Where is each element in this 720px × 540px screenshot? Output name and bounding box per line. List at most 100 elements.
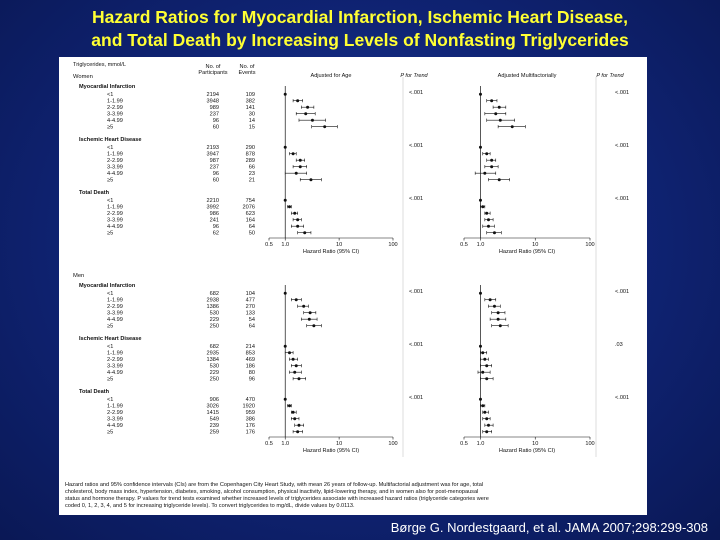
hazard-ratio-point <box>296 430 300 434</box>
hazard-ratio-point <box>481 404 485 408</box>
events-value: 477 <box>246 298 255 304</box>
hazard-ratio-point <box>485 152 489 156</box>
participants-value: 241 <box>210 218 219 224</box>
category-label: 2-2.99 <box>107 211 123 217</box>
x-tick-label: 1.0 <box>477 242 485 248</box>
events-value: 959 <box>246 410 255 416</box>
x-tick-label: 0.5 <box>460 242 468 248</box>
events-value: 64 <box>249 324 255 330</box>
participants-value: 96 <box>213 171 219 177</box>
events-value: 109 <box>246 92 255 98</box>
outcome-label: Total Death <box>79 389 110 395</box>
participants-value: 229 <box>210 370 219 376</box>
x-tick-label: 100 <box>388 441 397 447</box>
x-tick-label: 1.0 <box>477 441 485 447</box>
sex-label: Women <box>73 74 93 80</box>
events-value: 141 <box>246 105 255 111</box>
x-tick-label: 10 <box>336 242 342 248</box>
x-tick-label: 100 <box>388 242 397 248</box>
x-tick-label: 1.0 <box>281 441 289 447</box>
hazard-ratio-point <box>510 125 514 129</box>
hazard-ratio-point <box>296 218 300 222</box>
x-tick-label: 0.5 <box>460 441 468 447</box>
hazard-ratio-point <box>486 423 490 427</box>
p-trend-header-multi: P for Trend <box>596 73 624 79</box>
category-label: <1 <box>107 198 113 204</box>
participants-value: 250 <box>210 377 219 383</box>
category-label: 1-1.99 <box>107 152 123 158</box>
category-label: 3-3.99 <box>107 218 123 224</box>
hazard-ratio-point <box>494 112 498 116</box>
hazard-ratio-point <box>485 417 489 421</box>
events-value: 80 <box>249 370 255 376</box>
category-label: 3-3.99 <box>107 311 123 317</box>
events-value: 64 <box>249 224 255 230</box>
category-label: 2-2.99 <box>107 105 123 111</box>
x-tick-label: 0.5 <box>265 441 273 447</box>
p-trend-age: <.001 <box>409 90 423 96</box>
category-label: ≥5 <box>107 324 113 330</box>
x-axis-label: Hazard Ratio (95% CI) <box>499 249 555 255</box>
category-label: 3-3.99 <box>107 112 123 118</box>
p-trend-multi: <.001 <box>615 90 629 96</box>
p-trend-age: <.001 <box>409 143 423 149</box>
hazard-ratio-point <box>498 118 502 122</box>
participants-value: 3948 <box>207 99 219 105</box>
hazard-ratio-point <box>303 231 307 235</box>
p-trend-age: <.001 <box>409 289 423 295</box>
participants-value: 237 <box>210 165 219 171</box>
hazard-ratio-point <box>291 410 295 414</box>
category-label: 4-4.99 <box>107 118 123 124</box>
events-value: 386 <box>246 417 255 423</box>
hazard-ratio-point <box>492 304 496 308</box>
category-label: ≥5 <box>107 231 113 237</box>
events-value: 14 <box>249 118 255 124</box>
participants-value: 62 <box>213 231 219 237</box>
hazard-ratio-point <box>312 324 316 328</box>
x-tick-label: 10 <box>532 441 538 447</box>
category-label: 4-4.99 <box>107 370 123 376</box>
outcome-label: Ischemic Heart Disease <box>79 137 142 143</box>
hazard-ratio-point <box>492 231 496 235</box>
participants-value: 2193 <box>207 145 219 151</box>
events-value: 1920 <box>243 404 255 410</box>
participants-value: 530 <box>210 311 219 317</box>
hazard-ratio-point <box>287 404 291 408</box>
hazard-ratio-point <box>307 317 311 321</box>
participants-value: 549 <box>210 417 219 423</box>
hazard-ratio-point <box>483 410 487 414</box>
participants-value: 239 <box>210 423 219 429</box>
events-value: 66 <box>249 165 255 171</box>
category-label: <1 <box>107 145 113 151</box>
events-value: 176 <box>246 423 255 429</box>
events-value: 21 <box>249 178 255 184</box>
hazard-ratio-point <box>481 205 485 209</box>
category-label: 3-3.99 <box>107 364 123 370</box>
category-label: 2-2.99 <box>107 304 123 310</box>
hazard-ratio-point <box>490 158 494 162</box>
hazard-ratio-point <box>485 430 489 434</box>
hazard-ratio-point <box>294 171 298 175</box>
participants-value: 906 <box>210 397 219 403</box>
participants-value: 2935 <box>207 351 219 357</box>
hazard-ratio-point <box>306 105 310 109</box>
category-label: 3-3.99 <box>107 417 123 423</box>
p-trend-age: <.001 <box>409 342 423 348</box>
participants-value: 530 <box>210 364 219 370</box>
events-value: 878 <box>246 152 255 158</box>
events-value: 50 <box>249 231 255 237</box>
triglycerides-header: Triglycerides, mmol/L <box>73 62 126 68</box>
hazard-ratio-point <box>483 171 487 175</box>
footnote-line: status and hormone therapy. P values for… <box>65 496 489 502</box>
footnote-box <box>59 477 647 515</box>
category-label: 1-1.99 <box>107 351 123 357</box>
category-label: ≥5 <box>107 430 113 436</box>
participants-value: 2194 <box>207 92 219 98</box>
participants-value: 989 <box>210 105 219 111</box>
outcome-label: Total Death <box>79 190 110 196</box>
hazard-ratio-point <box>291 357 295 361</box>
hazard-ratio-point <box>296 224 300 228</box>
category-label: <1 <box>107 344 113 350</box>
hazard-ratio-point <box>497 105 501 109</box>
x-axis-label: Hazard Ratio (95% CI) <box>303 448 359 454</box>
